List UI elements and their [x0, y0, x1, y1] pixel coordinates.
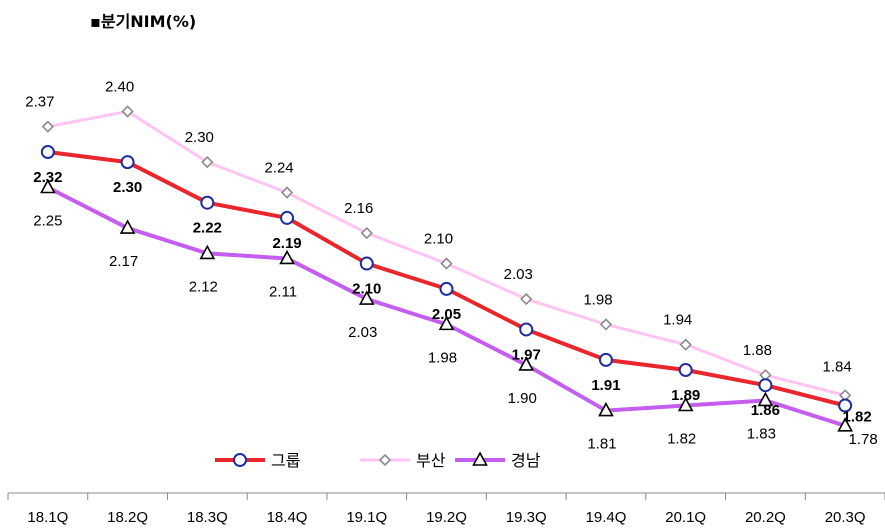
data-label: 1.97 [512, 346, 541, 363]
data-label: 1.82 [843, 409, 872, 426]
group-point [838, 398, 853, 413]
gyeongnam-point [279, 249, 295, 265]
legend-label: 경남 [511, 451, 541, 470]
data-label: 1.78 [849, 431, 878, 448]
x-tick-label: 19.3Q [506, 509, 547, 526]
group-point [200, 195, 215, 210]
x-tick-label: 20.1Q [665, 509, 706, 526]
data-label: 1.98 [583, 291, 612, 308]
gyeongnam-point [438, 315, 455, 331]
group-point [519, 322, 534, 337]
x-tick-label: 18.2Q [107, 509, 148, 526]
gyeongnam-point [598, 401, 614, 417]
data-label: 2.30 [113, 179, 142, 196]
data-label: 1.84 [823, 358, 852, 375]
x-tick-label: 20.3Q [825, 509, 866, 526]
group-point [280, 210, 295, 225]
data-label: 2.10 [424, 231, 453, 248]
busan-point [360, 226, 373, 240]
busan-point [121, 105, 134, 118]
x-tick-label: 19.4Q [586, 509, 627, 526]
busan-point [599, 318, 613, 331]
legend-swatch-marker [472, 451, 488, 466]
x-tick-label: 18.1Q [27, 509, 68, 526]
gyeongnam-point [358, 290, 375, 305]
busan-point [41, 120, 54, 133]
data-label: 2.32 [33, 169, 62, 186]
group-point [678, 363, 693, 378]
group-point [120, 155, 135, 170]
data-label: 2.17 [109, 253, 138, 270]
gyeongnam-point [757, 391, 774, 407]
x-tick-label: 20.2Q [745, 509, 786, 526]
data-label: 1.89 [671, 387, 700, 404]
busan-point [679, 338, 692, 351]
busan-point [440, 257, 453, 270]
gyeongnam-point [518, 356, 535, 371]
data-label: 1.94 [663, 312, 692, 329]
data-label: 2.19 [272, 235, 301, 252]
gyeongnam-point [119, 219, 136, 234]
data-label: 2.10 [352, 281, 381, 298]
group-series-line [47, 150, 846, 408]
data-label: 2.11 [269, 283, 297, 300]
legend-swatch-marker [233, 453, 247, 467]
legend: 그룹 부산 경남 [215, 451, 541, 470]
group-point [439, 281, 454, 296]
data-label: 2.25 [33, 212, 62, 229]
legend-swatch-marker [378, 453, 392, 467]
data-label: 2.22 [193, 220, 222, 237]
gyeongnam-point [199, 244, 216, 260]
group-point [40, 145, 55, 159]
gyeongnam-point [837, 417, 853, 432]
data-label: 2.30 [185, 129, 214, 146]
data-label: 2.37 [25, 94, 54, 111]
gyeongnam-point [677, 396, 694, 412]
data-label: 1.91 [591, 377, 620, 394]
gyeongnam-point [40, 178, 56, 194]
busan-point [201, 156, 214, 169]
data-label: 2.12 [189, 278, 218, 295]
x-tick-label: 19.1Q [346, 509, 387, 526]
group-point [598, 352, 613, 367]
data-label: 1.86 [751, 402, 780, 419]
busan-point [280, 186, 294, 199]
data-label: 1.81 [587, 436, 616, 453]
data-label: 2.24 [264, 160, 293, 177]
group-point [758, 378, 773, 393]
legend-label: 부산 [416, 451, 446, 470]
data-label: 1.83 [747, 425, 776, 442]
group-series-line-group [40, 145, 853, 413]
group-point [359, 256, 374, 271]
data-label: 1.90 [508, 390, 537, 407]
data-label: 2.03 [504, 266, 533, 283]
data-label: 2.16 [344, 200, 373, 217]
data-label: 2.05 [432, 306, 461, 323]
x-tick-label: 18.4Q [267, 509, 308, 526]
x-tick-label: 18.3Q [187, 509, 228, 526]
data-label: 1.98 [428, 349, 457, 366]
data-label: 2.40 [105, 78, 134, 95]
gyeongnam-series-line-group [40, 178, 853, 432]
busan-series-line-group [41, 105, 852, 402]
chart-title: ▪분기NIM(%) [90, 12, 197, 31]
data-label: 1.88 [743, 342, 772, 359]
data-label: 1.82 [667, 431, 696, 448]
data-label: 2.03 [348, 324, 377, 341]
legend-label: 그룹 [271, 451, 300, 470]
x-tick-label: 19.2Q [426, 509, 467, 526]
busan-point [520, 292, 533, 306]
